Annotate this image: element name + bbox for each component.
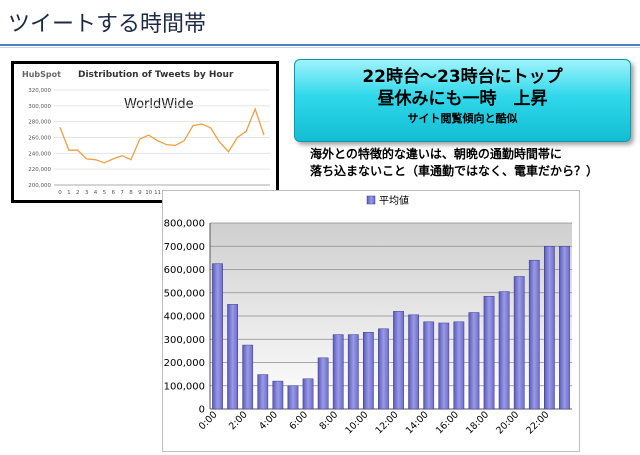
inset-x-tick-label: 9 [138,190,142,196]
y-tick-label: 600,000 [164,265,205,276]
observation-note: 海外との特徴的な違いは、朝晩の通勤時間帯に 落ち込まないこと（車通勤ではなく、電… [310,146,635,180]
legend-label: 平均値 [379,194,409,207]
bar [212,263,223,410]
inset-x-tick-label: 6 [111,190,115,196]
y-tick-label: 300,000 [164,335,205,346]
y-tick-label: 700,000 [164,242,205,253]
inset-x-tick-label: 0 [58,190,62,196]
inset-x-tick-label: 11 [154,190,161,196]
bar [498,291,510,410]
bar [543,246,555,410]
bar [559,246,570,410]
bar [408,314,420,410]
inset-x-tick-label: 8 [129,190,133,196]
inset-x-tick-label: 10 [145,190,152,196]
bar [257,374,269,410]
y-tick-label: 0 [199,405,205,416]
inset-x-tick-label: 4 [94,190,98,196]
callout-line3: サイト閲覧傾向と酷似 [407,112,518,125]
bar [317,357,329,410]
inset-chart-title: Distribution of Tweets by Hour [78,70,234,80]
inset-y-tick-label: 200,000 [28,183,51,189]
inset-y-tick-label: 320,000 [28,88,51,94]
hourly-bar-chart: 0 100,000 200,000 300,000 400,000 500,000 600,… [162,190,580,452]
bar [362,332,374,410]
inset-x-tick-label: 5 [103,190,107,196]
bar [468,312,480,410]
legend-swatch [366,195,376,205]
summary-callout: 22時台～23時台にトップ 昼休みにも一時 上昇 サイト閲覧傾向と酷似 [294,59,631,142]
bar [272,380,284,410]
bar [302,378,314,410]
inset-x-tick-label: 7 [120,190,124,196]
y-tick-label: 200,000 [164,358,205,369]
inset-x-tick-label: 1 [67,190,71,196]
hubspot-logo: HubSpot [22,70,61,79]
inset-line-chart: 200,000 220,000 240,000 260,000 280,000 300,0… [28,88,270,196]
worldwide-chart-panel: HubSpot Distribution of Tweets by Hour W… [11,61,279,203]
bar [393,311,404,410]
y-tick-label: 100,000 [164,381,205,392]
inset-y-tick-label: 240,000 [28,151,51,157]
bar [287,385,299,410]
callout-line1: 22時台～23時台にトップ [362,67,563,87]
bar [332,334,344,410]
bar [483,295,495,410]
inset-y-tick-label: 280,000 [28,120,51,126]
bar [347,334,359,410]
y-tick-label: 400,000 [164,312,205,323]
bar [378,328,389,410]
worldwide-label: WorldWide [124,97,194,112]
inset-x-tick-label: 2 [76,190,80,196]
inset-y-tick-label: 260,000 [28,136,51,142]
y-tick-label: 800,000 [164,219,205,230]
title-divider-light [0,47,640,48]
bar [242,344,254,410]
bar [513,276,525,410]
bar [528,259,540,410]
callout-line2: 昼休みにも一時 上昇 [377,89,548,109]
note-line1: 海外との特徴的な違いは、朝晩の通勤時間帯に [310,147,562,161]
bar [438,322,450,410]
inset-y-tick-label: 300,000 [28,104,51,110]
y-tick-label: 500,000 [164,288,205,299]
inset-y-tick-label: 220,000 [28,167,51,173]
inset-series-line [59,107,265,164]
note-line2: 落ち込まないこと（車通勤ではなく、電車だから？） [310,164,599,178]
inset-x-tick-label: 3 [85,190,89,196]
title-divider [0,44,640,46]
bar [453,321,465,410]
page-title: ツイートする時間帯 [8,12,207,37]
bar [423,321,435,410]
bar [227,304,239,410]
